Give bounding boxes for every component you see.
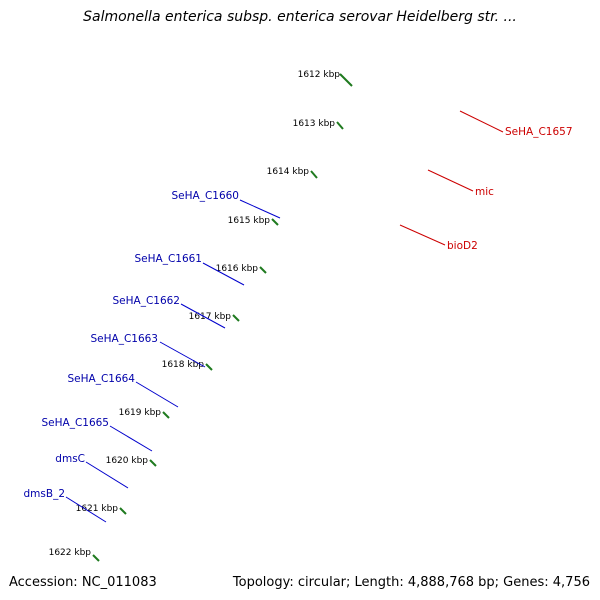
- kbp-tick: 1612 kbp: [298, 70, 353, 87]
- kbp-tick: 1613 kbp: [293, 119, 344, 130]
- gene-label[interactable]: SeHA_C1664: [67, 373, 179, 408]
- gene-label[interactable]: mic: [427, 169, 494, 198]
- gene-label[interactable]: SeHA_C1657: [459, 110, 573, 138]
- gene-label-text[interactable]: SeHA_C1662: [112, 295, 180, 307]
- kbp-tick: 1621 kbp: [76, 504, 127, 515]
- gene-label[interactable]: dmsC: [55, 453, 129, 489]
- gene-label-text[interactable]: SeHA_C1661: [134, 253, 202, 265]
- kbp-tick: 1614 kbp: [267, 167, 318, 179]
- gene-label[interactable]: SeHA_C1660: [171, 190, 281, 219]
- gene-label-text[interactable]: SeHA_C1660: [171, 190, 239, 202]
- accession-label: Accession: NC_011083: [9, 575, 157, 590]
- gene-labels-left: SeHA_C1660 SeHA_C1661 SeHA_C1662 SeHA_C1…: [24, 190, 281, 523]
- kbp-tick-label: 1615 kbp: [228, 216, 271, 226]
- gene-label-text[interactable]: SeHA_C1663: [90, 333, 158, 345]
- kbp-tick: 1619 kbp: [119, 408, 170, 419]
- kbp-tick: 1616 kbp: [216, 264, 267, 274]
- gene-label-text[interactable]: SeHA_C1665: [41, 417, 109, 429]
- gene-label-text[interactable]: dmsC: [55, 453, 85, 465]
- gene-label-text[interactable]: bioD2: [447, 240, 478, 252]
- gene-label[interactable]: SeHA_C1662: [112, 295, 226, 329]
- gene-label[interactable]: SeHA_C1661: [134, 253, 245, 286]
- kbp-tick: 1622 kbp: [49, 548, 100, 562]
- gene-label-text[interactable]: dmsB_2: [24, 488, 66, 500]
- gene-label-text[interactable]: SeHA_C1664: [67, 373, 135, 385]
- map-title: Salmonella enterica subsp. enterica sero…: [83, 9, 517, 25]
- gene-label[interactable]: dmsB_2: [24, 488, 107, 523]
- kbp-tick-label: 1618 kbp: [162, 360, 205, 370]
- kbp-tick-labels: 1612 kbp 1613 kbp 1614 kbp 1615 kbp 1616…: [49, 70, 353, 562]
- kbp-tick-label: 1614 kbp: [267, 167, 310, 177]
- gene-labels-right: SeHA_C1657 mic bioD2: [399, 110, 573, 252]
- kbp-tick-label: 1620 kbp: [106, 456, 149, 466]
- gene-label[interactable]: bioD2: [399, 224, 478, 252]
- kbp-tick: 1620 kbp: [106, 456, 157, 467]
- kbp-tick-label: 1622 kbp: [49, 548, 92, 558]
- kbp-tick: 1617 kbp: [189, 312, 240, 322]
- kbp-tick-label: 1616 kbp: [216, 264, 259, 274]
- gene-label-text[interactable]: mic: [475, 186, 494, 198]
- gene-label[interactable]: SeHA_C1663: [90, 333, 206, 368]
- gene-label[interactable]: SeHA_C1665: [41, 417, 153, 452]
- kbp-tick-label: 1621 kbp: [76, 504, 119, 514]
- kbp-tick-label: 1613 kbp: [293, 119, 336, 129]
- topology-label: Topology: circular; Length: 4,888,768 bp…: [232, 575, 590, 590]
- kbp-tick: 1615 kbp: [228, 216, 279, 226]
- gene-label-text[interactable]: SeHA_C1657: [505, 126, 573, 138]
- kbp-tick: 1618 kbp: [162, 360, 213, 371]
- kbp-tick-label: 1617 kbp: [189, 312, 232, 322]
- kbp-tick-label: 1612 kbp: [298, 70, 341, 80]
- kbp-tick-label: 1619 kbp: [119, 408, 162, 418]
